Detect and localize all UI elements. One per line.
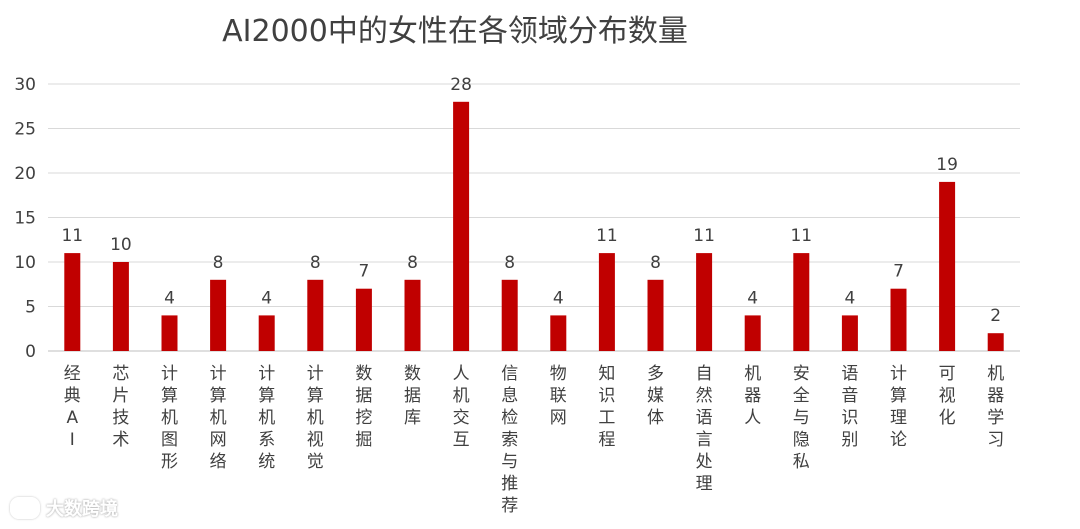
y-tick-label: 15 [14, 209, 36, 229]
watermark-logo: 大数跨境 [10, 495, 118, 521]
category-label: 安全与隐私 [793, 364, 810, 472]
bars [64, 101, 1004, 351]
bar [890, 288, 907, 351]
data-label: 4 [261, 288, 272, 308]
bar [161, 315, 178, 351]
data-label: 7 [893, 262, 904, 282]
data-label: 7 [358, 262, 369, 282]
category-label: 多媒体 [647, 364, 664, 428]
bar [210, 279, 227, 351]
data-label: 8 [310, 253, 321, 273]
category-label: 物联网 [550, 364, 567, 428]
watermark-text: 大数跨境 [46, 499, 118, 520]
watermark-icon [10, 497, 40, 519]
y-tick-label: 20 [14, 164, 36, 184]
y-tick-label: 30 [14, 75, 36, 95]
bar [307, 279, 324, 351]
category-label: 经典 A I [64, 364, 81, 450]
y-axis-ticks: 0 5 10 15 20 25 30 [14, 75, 36, 362]
y-tick-label: 10 [14, 253, 36, 273]
data-label: 2 [990, 306, 1001, 326]
category-label: 语音识别 [841, 364, 858, 450]
data-label: 8 [213, 253, 224, 273]
y-tick-label: 25 [14, 120, 36, 140]
bar [647, 279, 664, 351]
category-label: 可视化 [939, 364, 956, 428]
data-label: 4 [553, 288, 564, 308]
category-label: 计算理论 [890, 364, 907, 450]
data-label: 11 [596, 226, 618, 246]
bar [404, 279, 421, 351]
data-label: 11 [790, 226, 812, 246]
bar [744, 315, 761, 351]
data-label: 4 [844, 288, 855, 308]
bar [841, 315, 858, 351]
y-tick-label: 5 [25, 298, 36, 318]
chart-title: AI2000中的女性在各领域分布数量 [222, 14, 688, 49]
category-label: 计算机图形 [161, 364, 178, 472]
data-label: 8 [407, 253, 418, 273]
y-tick-label: 0 [25, 342, 36, 362]
category-label: 机器人 [744, 364, 761, 428]
bar [793, 253, 810, 351]
category-label: 数据库 [404, 364, 421, 428]
data-label: 8 [650, 253, 661, 273]
bar [64, 253, 81, 351]
category-label: 机器学习 [987, 364, 1004, 450]
category-label: 数据挖掘 [355, 364, 372, 450]
bar [939, 181, 956, 351]
bar [501, 279, 518, 351]
category-label: 计算机系统 [258, 364, 275, 472]
bar [112, 262, 129, 351]
data-label: 4 [747, 288, 758, 308]
data-label: 8 [504, 253, 515, 273]
gridlines [48, 83, 1020, 352]
data-labels: 11 10 4 8 4 8 7 8 28 8 4 11 8 11 4 11 4 7 19 2 [61, 75, 1001, 326]
category-label: 计算机网络 [210, 364, 227, 472]
bar [550, 315, 567, 351]
category-labels: 经典 A I 芯片技术 计算机图形 计算机网络 计算机系统 计算机视觉 数据挖掘 数据库 人机交互 信… [64, 364, 1004, 516]
category-label: 知识工程 [598, 364, 615, 450]
category-label: 计算机视觉 [307, 364, 324, 472]
category-label: 自然语言处理 [696, 364, 713, 494]
bar [355, 288, 372, 351]
data-label: 11 [61, 226, 83, 246]
category-label: 信息检索与推荐 [501, 364, 518, 516]
bar [598, 253, 615, 351]
bar [258, 315, 275, 351]
data-label: 4 [164, 288, 175, 308]
bar [696, 253, 713, 351]
data-label: 11 [693, 226, 715, 246]
category-label: 芯片技术 [112, 364, 129, 450]
data-label: 10 [110, 235, 132, 255]
bar [987, 333, 1004, 351]
data-label: 19 [936, 155, 958, 175]
category-label: 人机交互 [453, 364, 470, 450]
bar [453, 101, 470, 351]
data-label: 28 [450, 75, 472, 95]
